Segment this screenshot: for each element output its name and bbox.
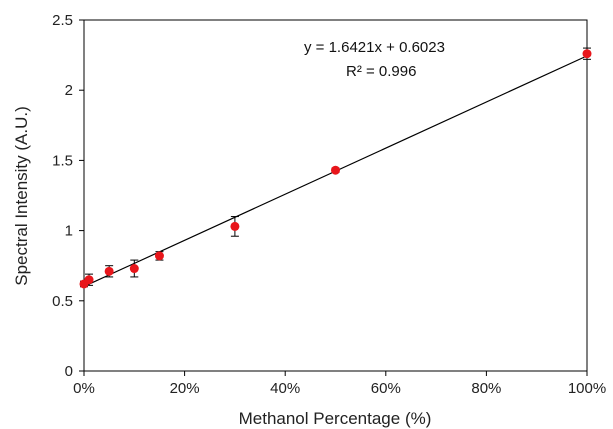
y-axis-ticks: 0 0.5 1 1.5 2 2.5 (52, 12, 84, 380)
x-axis-title: Methanol Percentage (%) (239, 409, 432, 428)
data-point (582, 49, 592, 59)
y-tick-label: 1.5 (52, 152, 73, 169)
data-point (129, 264, 139, 274)
x-tick-label: 100% (568, 380, 606, 397)
x-tick-label: 60% (371, 380, 401, 397)
y-tick-label: 2 (65, 82, 73, 99)
data-point (154, 251, 164, 261)
data-point (104, 266, 114, 276)
y-axis-title: Spectral Intensity (A.U.) (12, 106, 31, 286)
data-point-layer (79, 49, 592, 289)
x-tick-label: 80% (471, 380, 501, 397)
x-tick-label: 20% (170, 380, 200, 397)
plot-area (83, 19, 588, 372)
x-tick-label: 40% (270, 380, 300, 397)
x-tick-label: 0% (73, 380, 95, 397)
data-point (331, 165, 340, 175)
y-tick-label: 1 (65, 223, 73, 240)
y-tick-label: 0 (65, 363, 73, 380)
r-squared-label: R² = 0.996 (346, 63, 416, 80)
plot-frame (83, 19, 588, 372)
y-tick-label: 2.5 (52, 12, 73, 29)
x-axis-ticks: 0% 20% 40% 60% 80% 100% (73, 371, 606, 397)
trendline-equation: y = 1.6421x + 0.6023 (304, 39, 445, 56)
y-tick-label: 0.5 (52, 293, 73, 310)
data-point (230, 221, 240, 231)
data-point (84, 275, 94, 285)
